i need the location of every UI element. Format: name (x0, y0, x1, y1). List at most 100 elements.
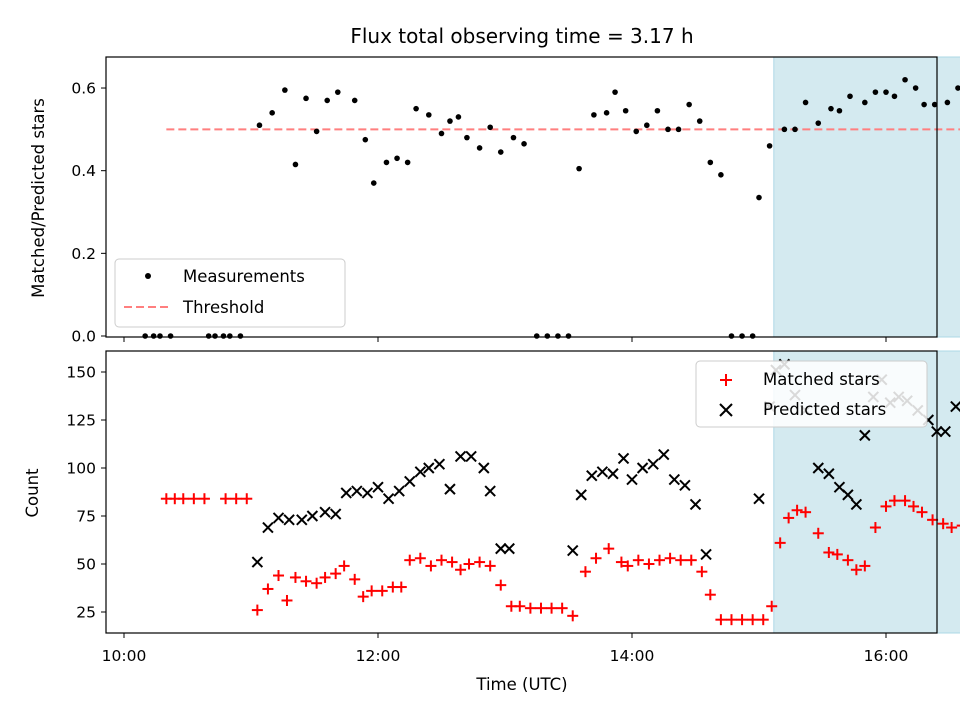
legend-label-threshold: Threshold (182, 298, 264, 317)
matched-star-point (654, 554, 666, 566)
matched-star-point (349, 573, 361, 585)
matched-star-point (791, 504, 803, 516)
predicted-star-point (950, 400, 960, 413)
measurement-point (756, 194, 762, 201)
bottom-y-tick-label: 25 (76, 604, 96, 622)
measurement-point (802, 99, 809, 106)
predicted-star-point (596, 466, 609, 478)
bottom-legend: Matched stars Predicted stars (695, 360, 928, 428)
top-axes-frame (105, 56, 938, 338)
predicted-star-point (823, 468, 835, 480)
bottom-x-tick-label: 14:00 (610, 647, 655, 665)
matched-star-point (800, 506, 812, 518)
predicted-star-point (700, 548, 712, 561)
measurement-point (883, 89, 889, 95)
matched-star-point (357, 591, 369, 603)
legend-marker-predicted (719, 403, 733, 417)
measurement-point (487, 124, 493, 131)
matched-star-point (774, 537, 786, 549)
matched-star-point (404, 554, 416, 566)
matched-star-point (664, 552, 676, 564)
matched-star-point (927, 514, 939, 526)
predicted-star-point (272, 512, 285, 524)
bottom-y-tick-label: 125 (66, 412, 96, 430)
measurement-point (205, 333, 212, 339)
matched-star-point (579, 566, 591, 578)
matched-star-point (484, 560, 496, 572)
measurement-point (220, 333, 227, 339)
matched-star-point (330, 568, 342, 580)
matched-star-point (524, 602, 536, 614)
measurement-point (707, 159, 714, 166)
predicted-star-point (414, 466, 427, 478)
measurement-point (351, 97, 358, 104)
matched-star-point (251, 604, 263, 616)
predicted-star-point (658, 448, 670, 461)
predicted-star-point (465, 450, 477, 463)
measurement-point (591, 112, 597, 118)
measurement-point (555, 333, 561, 339)
legend-marker-measurements (145, 273, 151, 279)
matched-star-point (783, 512, 795, 524)
measurement-point (404, 159, 411, 166)
top-y-axis-label: Matched/Predicted stars (29, 98, 48, 298)
top-y-tick-label: 0.4 (71, 162, 96, 180)
matched-star-point (880, 500, 892, 512)
measurement-point (603, 110, 610, 116)
matched-star-point (425, 560, 437, 572)
predicted-star-point (372, 481, 384, 493)
matched-star-point (556, 602, 568, 614)
measurement-point (303, 95, 309, 102)
measurement-point (464, 134, 470, 141)
measurement-point (955, 85, 960, 91)
measurement-point (728, 333, 735, 339)
predicted-star-point (939, 425, 951, 438)
predicted-star-point (607, 468, 619, 480)
measurement-point (510, 134, 517, 141)
matched-star-point (946, 522, 958, 534)
matched-star-point (376, 585, 388, 597)
predicted-star-point (351, 485, 363, 497)
measurement-point (576, 165, 582, 172)
bottom-y-tick-label: 100 (66, 460, 96, 478)
measurement-point (766, 143, 773, 149)
matched-star-point (766, 600, 778, 612)
measurement-point (313, 128, 320, 135)
predicted-star-point (393, 485, 405, 497)
predicted-star-point (484, 485, 496, 497)
matched-star-point (632, 554, 644, 566)
matched-star-point (850, 564, 862, 576)
legend-marker-matched (720, 374, 732, 386)
predicted-star-point (850, 498, 863, 511)
predicted-star-point (859, 429, 871, 442)
bottom-legend-box (695, 360, 928, 428)
predicted-star-point (478, 462, 490, 474)
predicted-star-point (812, 462, 824, 474)
measurement-point (912, 85, 919, 91)
predicted-star-point (262, 521, 274, 534)
matched-star-point (908, 500, 920, 512)
matched-star-point (319, 571, 331, 583)
measurement-point (282, 87, 288, 93)
measurement-point (612, 89, 618, 95)
predicted-star-point (668, 473, 681, 486)
matched-star-point (311, 577, 323, 589)
matched-star-point (747, 614, 759, 626)
predicted-star-point (251, 556, 264, 568)
matched-star-point (241, 493, 253, 505)
matched-star-point (643, 558, 655, 570)
matched-star-point (615, 556, 627, 568)
predicted-star-point (503, 542, 515, 555)
measurement-point (739, 333, 745, 339)
legend-label-measurements: Measurements (183, 267, 305, 286)
matched-star-point (757, 614, 769, 626)
measurement-point (157, 333, 163, 339)
bottom-panel: 25507510012515010:0012:0014:0016:0018:00… (23, 350, 960, 694)
measurement-point (902, 76, 908, 83)
measurement-point (426, 112, 432, 118)
predicted-star-point (319, 506, 331, 518)
measurement-point (256, 122, 263, 129)
matched-star-point (535, 602, 547, 614)
measurement-point (696, 118, 703, 124)
